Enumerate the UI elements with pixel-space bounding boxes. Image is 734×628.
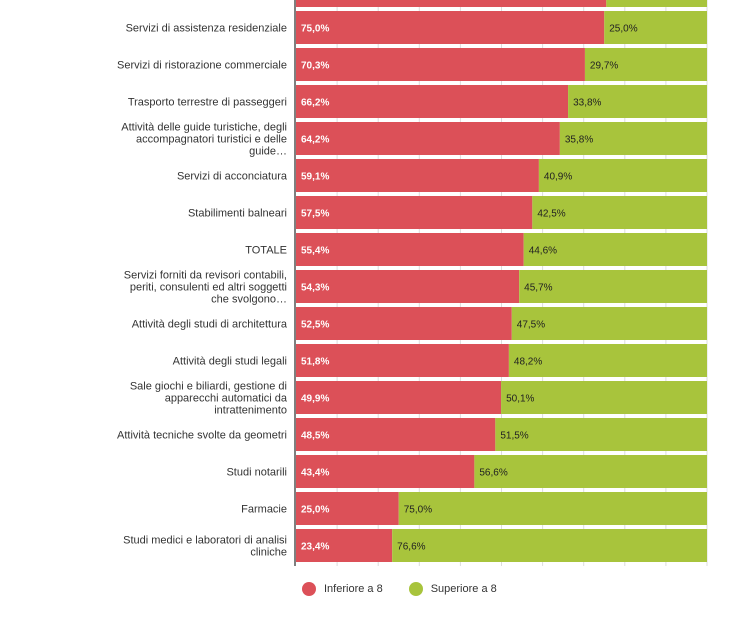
category-label: Servizi di ristorazione commerciale [117,60,287,72]
legend-swatch-superiore [408,582,423,596]
category-label: Servizi di assistenza residenziale [126,23,287,35]
data-label: 44,6% [529,246,557,257]
bar-segment-superiore [523,233,707,266]
data-label: 45,7% [524,283,552,294]
bar-segment-inferiore [296,0,607,7]
legend-item-inferiore[interactable]: Inferiore a 8 [302,582,383,596]
bar-segment-superiore [604,11,707,44]
data-label: 23,4% [301,542,329,553]
data-label: 33,8% [573,98,601,109]
bar-segment-inferiore [296,233,524,266]
bar-segment-inferiore [296,455,475,488]
data-label: 40,9% [544,172,572,183]
bar-segment-superiore [511,307,707,340]
data-label: 29,7% [590,61,618,72]
category-label: accompagnatori turistici e delle [136,134,287,146]
data-label: 66,2% [301,98,329,109]
bar-segment-superiore [508,344,707,377]
category-label: intrattenimento [214,405,287,417]
data-label: 57,5% [301,209,329,220]
data-label: 75,0% [404,505,432,516]
data-label: 75,0% [301,24,329,35]
bar-segment-inferiore [296,159,539,192]
bar-segment-inferiore [296,270,520,303]
data-label: 51,5% [500,431,528,442]
bar-segment-inferiore [296,492,399,525]
bar-segment-inferiore [296,122,560,155]
category-label: Attività delle guide turistiche, degli [121,122,287,134]
bar-segment-inferiore [296,344,509,377]
bar-segment-superiore [584,48,707,81]
data-label: 42,5% [537,209,565,220]
legend-label-inferiore: Inferiore a 8 [324,583,383,595]
bar-segment-inferiore [296,85,569,118]
bar-segment-superiore [495,418,707,451]
bar-segment-superiore [501,381,707,414]
legend: Inferiore a 8 Superiore a 8 [302,582,497,596]
bar-segment-superiore [474,455,707,488]
category-label: TOTALE [245,245,287,257]
data-label: 50,1% [506,394,534,405]
data-label: 51,8% [301,357,329,368]
category-label: Servizi forniti da revisori contabili, [124,270,287,282]
bar-segment-inferiore [296,307,512,340]
data-label: 25,0% [301,505,329,516]
bar-segment-inferiore [296,11,605,44]
category-label: Attività degli studi di architettura [132,319,288,331]
category-label: Attività degli studi legali [173,356,287,368]
data-label: 35,8% [565,135,593,146]
bar-segment-superiore [559,122,707,155]
category-label: Attività tecniche svolte da geometri [117,430,287,442]
bar-segment-superiore [606,0,707,7]
bar-segment-inferiore [296,418,496,451]
data-label: 54,3% [301,283,329,294]
bar-segment-superiore [532,196,707,229]
category-label: apparecchi automatici da [165,393,288,405]
category-label: periti, consulenti ed altri soggetti [130,282,287,294]
category-label: Studi medici e laboratori di analisi [123,535,287,547]
data-label: 55,4% [301,246,329,257]
data-label: 48,2% [514,357,542,368]
category-label: Farmacie [241,504,287,516]
data-label: 47,5% [517,320,545,331]
data-label: 43,4% [301,468,329,479]
bar-segment-inferiore [296,381,502,414]
bar-segment-inferiore [296,48,585,81]
bar-segment-superiore [392,529,707,562]
category-label: che svolgono… [211,294,287,306]
bar-segment-superiore [398,492,707,525]
legend-swatch-inferiore [302,582,316,596]
data-label: 56,6% [479,468,507,479]
bar-segment-inferiore [296,529,393,562]
category-label: Trasporto terrestre di passeggeri [128,97,287,109]
bar-segment-inferiore [296,196,533,229]
data-label: 64,2% [301,135,329,146]
data-label: 49,9% [301,394,329,405]
data-label: 76,6% [397,542,425,553]
category-label: Sale giochi e biliardi, gestione di [130,381,287,393]
category-label: Servizi di acconciatura [177,171,288,183]
legend-label-superiore: Superiore a 8 [430,583,497,595]
data-label: 52,5% [301,320,329,331]
bar-segment-superiore [568,85,707,118]
bar-segment-superiore [538,159,707,192]
category-label: Studi notarili [226,467,287,479]
data-label: 70,3% [301,61,329,72]
data-label: 59,1% [301,172,329,183]
category-label: Stabilimenti balneari [188,208,287,220]
category-label: cliniche [250,547,287,559]
data-label: 48,5% [301,431,329,442]
bar-segment-superiore [519,270,707,303]
category-label: guide… [249,146,287,158]
legend-item-superiore[interactable]: Superiore a 8 [408,582,497,596]
data-label: 25,0% [609,24,637,35]
